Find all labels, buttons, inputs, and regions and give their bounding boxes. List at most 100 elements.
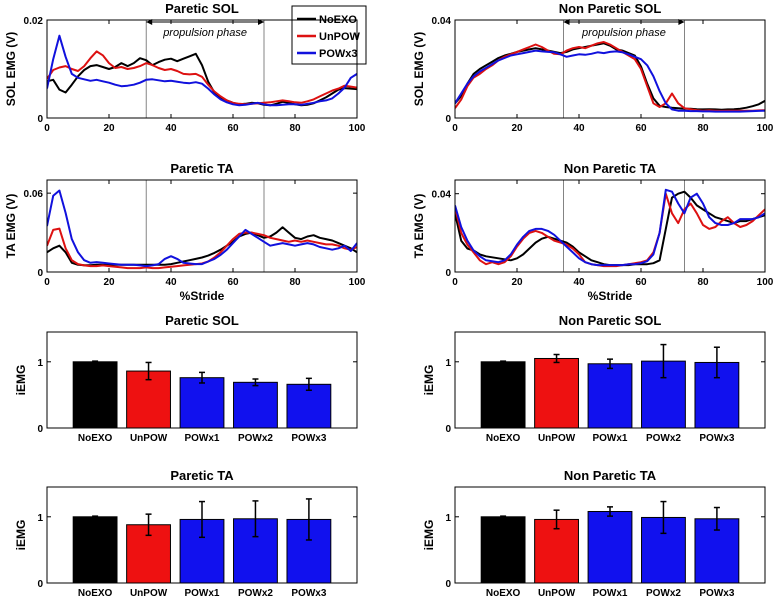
panel-title: Non Paretic TA — [564, 468, 657, 483]
panel-title: Paretic TA — [170, 161, 234, 176]
category-label-POWx2: POWx2 — [646, 433, 681, 444]
x-tick-label: 0 — [44, 123, 50, 134]
legend-label-UnPOW: UnPOW — [319, 31, 361, 43]
x-tick-label: 100 — [757, 277, 774, 288]
axes-frame — [454, 19, 766, 119]
x-tick-label: 60 — [227, 277, 239, 288]
series-line-NoEXO — [47, 226, 357, 267]
x-tick-label: 60 — [635, 123, 647, 134]
series-line-POWx3 — [455, 188, 765, 267]
x-tick-label: 20 — [511, 277, 523, 288]
y-tick-label: 0 — [445, 114, 451, 125]
series-line-POWx3 — [455, 49, 765, 113]
y-tick-label: 1 — [445, 358, 451, 369]
x-tick-label: 40 — [573, 123, 585, 134]
category-label-POWx3: POWx3 — [699, 433, 734, 444]
x-tick-label: 100 — [349, 277, 366, 288]
bar-POWx1 — [179, 377, 225, 429]
x-tick-label: 0 — [44, 277, 50, 288]
x-tick-label: 20 — [103, 123, 115, 134]
y-axis-label: iEMG — [422, 520, 436, 551]
series-line-UnPOW — [47, 50, 357, 106]
category-label-POWx3: POWx3 — [291, 433, 326, 444]
y-axis-label: TA EMG (V) — [412, 194, 426, 259]
category-label-POWx1: POWx1 — [184, 433, 219, 444]
axes-frame — [454, 179, 766, 273]
category-label-POWx3: POWx3 — [699, 588, 734, 599]
category-label-NoEXO: NoEXO — [486, 588, 521, 599]
axes-frame — [454, 486, 766, 584]
y-tick-label: 0 — [37, 424, 43, 435]
x-tick-label: 60 — [227, 123, 239, 134]
category-label-NoEXO: NoEXO — [78, 588, 113, 599]
category-label-POWx1: POWx1 — [592, 433, 627, 444]
x-tick-label: 0 — [452, 277, 458, 288]
y-tick-label: 0 — [445, 268, 451, 279]
bar-POWx1 — [587, 510, 633, 584]
x-tick-label: 40 — [573, 277, 585, 288]
bar-NoEXO — [480, 361, 526, 429]
axes-frame — [46, 486, 358, 584]
panel-title: Non Paretic TA — [564, 161, 657, 176]
y-axis-label: TA EMG (V) — [4, 194, 18, 259]
series-line-POWx3 — [47, 34, 357, 107]
category-label-UnPOW: UnPOW — [538, 433, 576, 444]
panel-title: Paretic TA — [170, 468, 234, 483]
x-tick-label: 80 — [697, 277, 709, 288]
y-tick-label: 0 — [37, 268, 43, 279]
panel-title: Non Paretic SOL — [559, 1, 662, 16]
category-label-POWx1: POWx1 — [592, 588, 627, 599]
y-axis-label: SOL EMG (V) — [412, 32, 426, 106]
x-tick-label: 40 — [165, 123, 177, 134]
y-axis-label: iEMG — [14, 365, 28, 396]
legend-label-POWx3: POWx3 — [319, 48, 358, 60]
panel-6: Non Paretic SOL iEMG 0 1 NoEXO UnPOW POWx1 POWx… — [422, 313, 766, 444]
category-label-POWx2: POWx2 — [646, 588, 681, 599]
panel-title: Non Paretic SOL — [559, 313, 662, 328]
x-tick-label: 80 — [289, 123, 301, 134]
y-tick-label: 0.04 — [432, 190, 452, 201]
panel-title: Paretic SOL — [165, 1, 239, 16]
x-tick-label: 0 — [452, 123, 458, 134]
x-tick-label: 20 — [103, 277, 115, 288]
phase-label: propulsion phase — [162, 27, 247, 39]
bar-NoEXO — [480, 516, 526, 584]
x-tick-label: 40 — [165, 277, 177, 288]
axes-frame — [46, 331, 358, 429]
phase-label: propulsion phase — [581, 27, 666, 39]
bar-POWx3 — [286, 383, 332, 429]
axes-frame — [46, 179, 358, 273]
bar-NoEXO — [72, 516, 118, 584]
x-tick-label: 20 — [511, 123, 523, 134]
series-line-UnPOW — [455, 192, 765, 268]
y-axis-label: SOL EMG (V) — [4, 32, 18, 106]
y-tick-label: 0 — [445, 579, 451, 590]
panel-3: Paretic TA TA EMG (V) 0 0.06 0 20 40 60 80 100 %St… — [4, 161, 366, 303]
x-axis-label: %Stride — [588, 289, 633, 303]
bar-UnPOW — [534, 518, 579, 584]
category-label-POWx2: POWx2 — [238, 433, 273, 444]
panel-2: Non Paretic SOL SOL EMG (V) 0 0.04 0 20 40 60 80… — [412, 1, 774, 134]
axes-frame — [46, 19, 358, 119]
x-axis-label: %Stride — [180, 289, 225, 303]
x-tick-label: 100 — [757, 123, 774, 134]
y-tick-label: 0 — [37, 114, 43, 125]
panel-4: Non Paretic TA TA EMG (V) 0 0.04 0 20 40 60 80 10… — [412, 161, 774, 303]
series-line-POWx3 — [47, 189, 357, 268]
panel-5: Paretic SOL iEMG 0 1 NoEXO UnPOW POWx1 POWx2 POW… — [14, 313, 358, 444]
category-label-NoEXO: NoEXO — [78, 433, 113, 444]
series-line-NoEXO — [455, 42, 765, 111]
y-tick-label: 1 — [37, 513, 43, 524]
series-line-NoEXO — [455, 190, 765, 267]
y-tick-label: 1 — [445, 513, 451, 524]
y-tick-label: 1 — [37, 358, 43, 369]
panel-title: Paretic SOL — [165, 313, 239, 328]
bar-NoEXO — [72, 361, 118, 429]
category-label-UnPOW: UnPOW — [130, 433, 168, 444]
panel-1: Paretic SOL SOL EMG (V) 0 0.02 0 20 40 60 80 100 p… — [4, 1, 367, 134]
bar-UnPOW — [534, 357, 579, 429]
category-label-UnPOW: UnPOW — [130, 588, 168, 599]
y-tick-label: 0.06 — [24, 189, 44, 200]
x-tick-label: 80 — [289, 277, 301, 288]
